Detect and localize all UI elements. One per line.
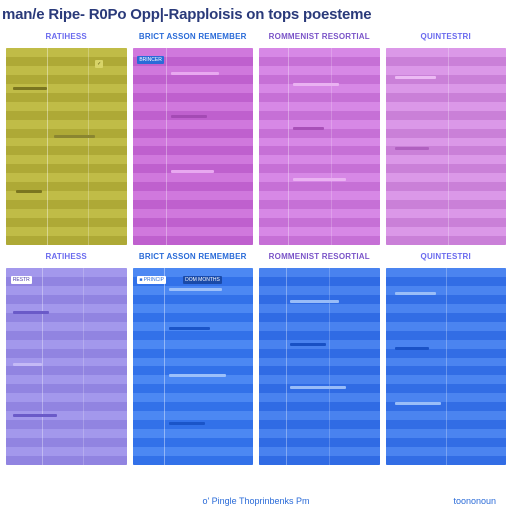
col-label-3: QUINTESTRI (386, 29, 507, 44)
panel-2 (259, 48, 380, 245)
col-label-6: ROMMENIST RESORTIAL (259, 249, 380, 264)
panel-badge: DOM MONTHS (183, 276, 222, 284)
col-label-1: BRICT ASSON REMEMBER (133, 29, 254, 44)
footer-center-text: o' Pingle Thoprinbenks Pm (202, 496, 309, 506)
col-label-2: ROMMENIST RESORTIAL (259, 29, 380, 44)
panel-badge: BRINCER (137, 56, 164, 64)
panel-badge: RESTR (11, 276, 32, 284)
footer-right-text: toononoun (453, 496, 496, 506)
footer: o' Pingle Thoprinbenks Pm toononoun (0, 496, 512, 506)
panel-7 (386, 268, 507, 465)
panel-badge: ✓ (95, 60, 103, 68)
panel-3 (386, 48, 507, 245)
panel-5: ■ PRINCIP DOM MONTHS (133, 268, 254, 465)
panel-1: BRINCER (133, 48, 254, 245)
panel-0: ✓ (6, 48, 127, 245)
col-label-0: RATIHESS (6, 29, 127, 44)
panel-badge: ■ PRINCIP (137, 276, 166, 284)
page-title: man/e Ripe- R0Po Opp|-Rapploisis on tops… (0, 0, 512, 25)
col-label-7: QUINTESTRI (386, 249, 507, 264)
col-label-4: RATIHESS (6, 249, 127, 264)
col-label-5: BRICT ASSON REMEMBER (133, 249, 254, 264)
panel-4: RESTR (6, 268, 127, 465)
panel-6 (259, 268, 380, 465)
panel-grid: RATIHESS BRICT ASSON REMEMBER ROMMENIST … (0, 25, 512, 465)
